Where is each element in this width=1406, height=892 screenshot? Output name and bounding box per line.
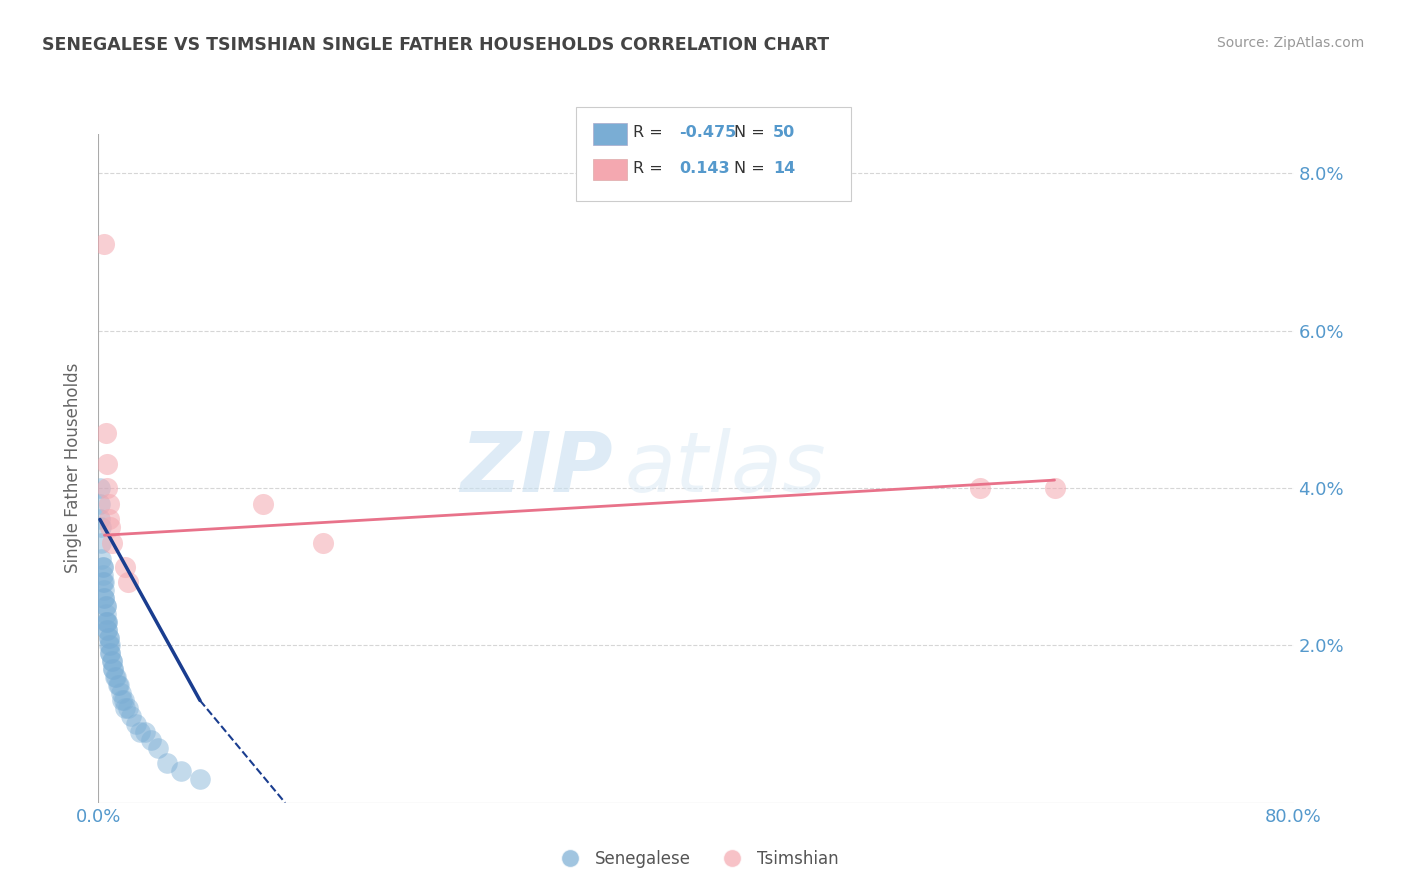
Point bbox=[114, 559, 136, 574]
Point bbox=[100, 646, 122, 660]
Point bbox=[90, 520, 112, 534]
Point bbox=[101, 654, 124, 668]
Point bbox=[108, 678, 131, 692]
Point bbox=[100, 520, 122, 534]
Point bbox=[188, 772, 211, 787]
Point bbox=[101, 654, 124, 668]
Point bbox=[94, 599, 117, 613]
Point bbox=[169, 764, 191, 779]
Text: atlas: atlas bbox=[624, 428, 825, 508]
Point bbox=[125, 717, 148, 731]
Point bbox=[311, 536, 333, 550]
Text: N =: N = bbox=[734, 126, 770, 140]
Point bbox=[110, 685, 132, 699]
Point bbox=[97, 639, 120, 653]
Point bbox=[104, 670, 127, 684]
Point bbox=[90, 551, 112, 566]
Text: 50: 50 bbox=[773, 126, 796, 140]
Point bbox=[93, 237, 115, 252]
Point bbox=[96, 615, 118, 629]
Point bbox=[252, 497, 274, 511]
Point bbox=[97, 631, 120, 645]
Point bbox=[105, 670, 128, 684]
Point bbox=[100, 646, 122, 660]
Point bbox=[97, 631, 120, 645]
Text: 0.143: 0.143 bbox=[679, 161, 730, 176]
Point bbox=[89, 512, 111, 526]
Legend: Senegalese, Tsimshian: Senegalese, Tsimshian bbox=[547, 844, 845, 875]
Point bbox=[96, 623, 118, 637]
Text: R =: R = bbox=[633, 126, 668, 140]
Point bbox=[91, 559, 114, 574]
Point bbox=[117, 701, 139, 715]
Point bbox=[96, 615, 118, 629]
Point bbox=[100, 639, 122, 653]
Point bbox=[117, 575, 139, 590]
Text: R =: R = bbox=[633, 161, 668, 176]
Text: Source: ZipAtlas.com: Source: ZipAtlas.com bbox=[1216, 36, 1364, 50]
Point bbox=[103, 662, 125, 676]
Point bbox=[96, 623, 118, 637]
Point bbox=[93, 575, 115, 590]
Point bbox=[94, 615, 117, 629]
Point bbox=[89, 481, 111, 495]
Point bbox=[91, 559, 114, 574]
Point bbox=[96, 481, 118, 495]
Point bbox=[134, 725, 156, 739]
Point bbox=[101, 536, 124, 550]
Point bbox=[91, 567, 114, 582]
Point bbox=[94, 599, 117, 613]
Text: 14: 14 bbox=[773, 161, 796, 176]
Point bbox=[89, 497, 111, 511]
Point bbox=[91, 575, 114, 590]
Point bbox=[90, 536, 112, 550]
Text: -0.475: -0.475 bbox=[679, 126, 737, 140]
Point bbox=[114, 701, 136, 715]
Point bbox=[139, 732, 162, 747]
Point bbox=[129, 725, 152, 739]
Text: ZIP: ZIP bbox=[460, 428, 613, 508]
Point bbox=[1043, 481, 1066, 495]
Point bbox=[96, 458, 118, 472]
Point bbox=[107, 678, 129, 692]
Text: SENEGALESE VS TSIMSHIAN SINGLE FATHER HOUSEHOLDS CORRELATION CHART: SENEGALESE VS TSIMSHIAN SINGLE FATHER HO… bbox=[42, 36, 830, 54]
Point bbox=[94, 607, 117, 621]
Point bbox=[97, 497, 120, 511]
Point bbox=[93, 591, 115, 606]
Point bbox=[93, 591, 115, 606]
Point bbox=[156, 756, 179, 771]
Y-axis label: Single Father Households: Single Father Households bbox=[65, 363, 83, 574]
Text: N =: N = bbox=[734, 161, 770, 176]
Point bbox=[969, 481, 991, 495]
Point bbox=[94, 425, 117, 440]
Point bbox=[111, 693, 134, 707]
Point bbox=[103, 662, 125, 676]
Point bbox=[93, 583, 115, 598]
Point bbox=[97, 512, 120, 526]
Point bbox=[120, 709, 142, 723]
Point bbox=[112, 693, 135, 707]
Point bbox=[148, 740, 170, 755]
